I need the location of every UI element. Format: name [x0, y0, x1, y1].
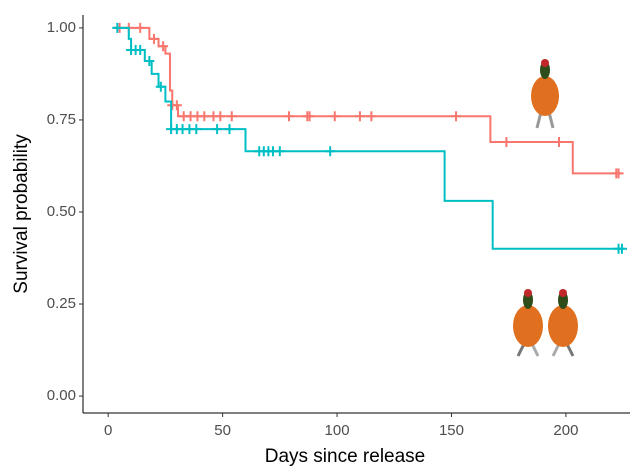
censor-mark	[274, 146, 285, 157]
censor-mark	[135, 22, 146, 33]
y-tick-label: 0.75	[47, 111, 76, 128]
x-tick-label: 0	[104, 422, 112, 439]
censor-mark	[148, 33, 159, 44]
y-tick-label: 0.50	[47, 203, 76, 220]
pheasant-icon	[513, 289, 543, 357]
censor-mark	[329, 111, 340, 122]
y-tick-label: 0.25	[47, 295, 76, 312]
censor-mark	[451, 111, 462, 122]
censor-mark	[212, 124, 223, 135]
censor-mark	[554, 137, 565, 148]
y-tick-label: 0.00	[47, 387, 76, 404]
y-tick-label: 1.00	[47, 19, 76, 36]
censor-mark	[135, 44, 146, 55]
censor-mark	[155, 81, 166, 92]
censor-mark	[354, 111, 365, 122]
censor-mark	[501, 137, 512, 148]
pheasant-icon	[531, 59, 559, 129]
censor-mark	[215, 111, 226, 122]
censor-mark	[616, 243, 627, 254]
censor-mark	[325, 146, 336, 157]
censor-mark	[191, 124, 202, 135]
censor-mark	[366, 111, 377, 122]
x-tick-label: 100	[325, 422, 350, 439]
censor-mark	[613, 168, 624, 179]
censor-mark	[158, 41, 169, 52]
censor-mark	[283, 111, 294, 122]
censor-mark	[199, 111, 210, 122]
x-tick-label: 150	[439, 422, 464, 439]
censor-mark	[224, 124, 235, 135]
censor-mark	[144, 56, 155, 67]
censor-mark	[226, 111, 237, 122]
pheasant-icon	[548, 289, 578, 357]
x-tick-label: 50	[214, 422, 231, 439]
x-tick-label: 200	[553, 422, 578, 439]
y-axis-title: Survival probability	[11, 134, 32, 294]
censor-mark	[171, 100, 182, 111]
censor-mark	[112, 22, 123, 33]
x-axis-title: Days since release	[265, 446, 426, 467]
censor-mark	[304, 111, 315, 122]
